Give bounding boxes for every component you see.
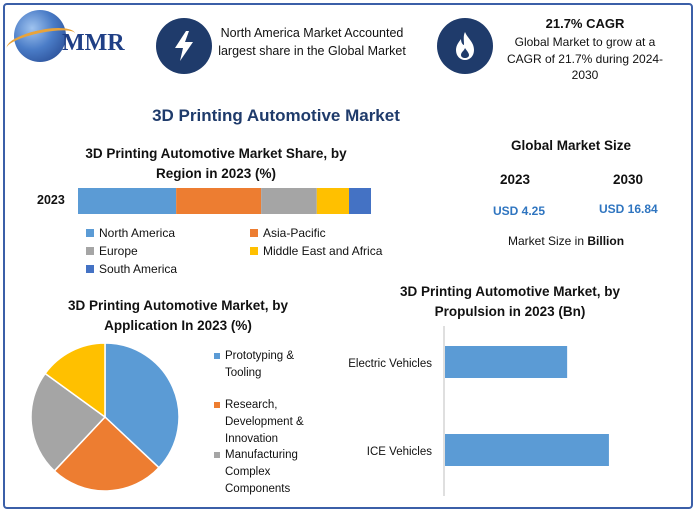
gms-note: Market Size in Billion [508, 234, 624, 248]
logo-text: MMR [62, 30, 125, 56]
gms-title: Global Market Size [510, 138, 632, 153]
legend-swatch [250, 247, 258, 255]
legend-south-america: South America [86, 262, 177, 276]
region-bar-segment-1 [176, 188, 262, 214]
region-bar-segment-2 [261, 188, 317, 214]
propulsion-category-label-1: ICE Vehicles [367, 446, 432, 458]
header-box2-text: Global Market to grow at a CAGR of 21.7%… [506, 35, 664, 82]
legend-swatch [86, 247, 94, 255]
flame-icon [437, 18, 493, 74]
legend-label: Research, Development & Innovation [225, 399, 304, 445]
propulsion-category-label-0: Electric Vehicles [348, 358, 432, 370]
region-bar-segment-0 [78, 188, 177, 214]
legend-asia-pacific: Asia-Pacific [250, 226, 326, 240]
gms-value-2023: USD 4.25 [493, 204, 546, 218]
legend-swatch [214, 353, 220, 359]
legend-north-america: North America [86, 226, 175, 240]
header-box1-text: North America Market Accounted largest s… [218, 26, 406, 58]
legend-label: South America [99, 262, 178, 276]
propulsion-bar-chart: Electric Vehicles ICE Vehicles [348, 326, 609, 496]
region-bar-segment-4 [349, 188, 371, 214]
region-bar-segment-3 [316, 188, 350, 214]
region-stacked-bar [78, 188, 371, 214]
propulsion-bar-1 [445, 434, 609, 466]
lightning-icon [156, 18, 212, 74]
gms-value-2030: USD 16.84 [599, 202, 658, 216]
region-year-label: 2023 [37, 193, 65, 207]
legend-swatch [86, 265, 94, 273]
globe-logo-icon [14, 10, 66, 62]
gms-year-2023: 2023 [500, 172, 531, 187]
gms-note-prefix: Market Size in [508, 234, 588, 248]
pie-slice-1 [53, 415, 161, 492]
propulsion-chart-title: 3D Printing Automotive Market, by Propul… [399, 284, 621, 319]
gms-note-unit: Billion [587, 234, 625, 248]
legend-label: North America [99, 226, 176, 240]
legend-label: Europe [99, 244, 138, 258]
legend-swatch [214, 452, 220, 458]
legend-label: Asia-Pacific [263, 226, 326, 240]
pie-slice-0 [104, 342, 180, 469]
pie-slice-3 [44, 342, 106, 419]
header-box2-title: 21.7% CAGR [545, 16, 625, 31]
app-legend-manufacturing: Manufacturing Complex Components [214, 447, 324, 498]
propulsion-bar-0 [445, 346, 568, 378]
pie-slice-2 [30, 372, 107, 473]
legend-swatch [86, 229, 94, 237]
application-chart-title: 3D Printing Automotive Market, by Applic… [67, 298, 289, 333]
legend-swatch [214, 402, 220, 408]
region-chart-title: 3D Printing Automotive Market Share, by … [85, 146, 347, 181]
legend-label: Manufacturing Complex Components [225, 449, 298, 495]
legend-label: Middle East and Africa [263, 244, 383, 258]
gms-year-2030: 2030 [613, 172, 644, 187]
app-legend-research: Research, Development & Innovation [214, 397, 324, 448]
legend-swatch [250, 229, 258, 237]
legend-label: Prototyping & Tooling [225, 350, 295, 379]
application-pie-chart [30, 342, 180, 492]
app-legend-prototyping: Prototyping & Tooling [214, 348, 324, 382]
legend-middle-east-africa: Middle East and Africa [250, 244, 382, 258]
main-title: 3D Printing Automotive Market [152, 106, 400, 125]
legend-europe: Europe [86, 244, 138, 258]
